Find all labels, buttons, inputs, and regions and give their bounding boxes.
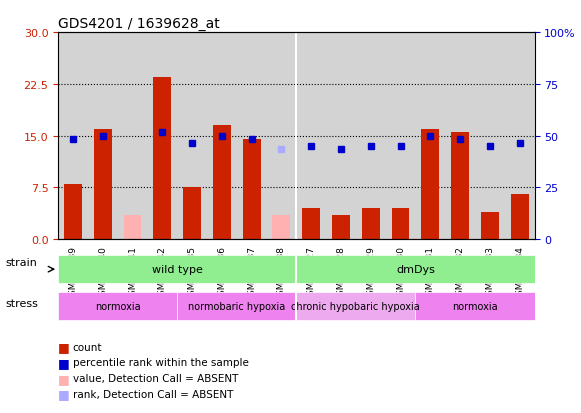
Bar	[362, 209, 379, 240]
Text: chronic hypobaric hypoxia: chronic hypobaric hypoxia	[292, 301, 420, 312]
FancyBboxPatch shape	[415, 293, 535, 320]
Bar	[183, 188, 201, 240]
Text: normoxia: normoxia	[452, 301, 498, 312]
Text: GDS4201 / 1639628_at: GDS4201 / 1639628_at	[58, 17, 220, 31]
FancyBboxPatch shape	[58, 256, 296, 283]
Bar	[237, 33, 267, 240]
Bar	[326, 33, 356, 240]
Text: value, Detection Call = ABSENT: value, Detection Call = ABSENT	[73, 373, 238, 383]
Bar	[451, 133, 469, 240]
Bar	[505, 33, 535, 240]
Text: strain: strain	[6, 257, 38, 267]
Bar	[421, 129, 439, 240]
Bar	[386, 33, 415, 240]
Text: ■: ■	[58, 372, 70, 385]
Bar	[415, 33, 445, 240]
Bar	[302, 209, 320, 240]
Text: stress: stress	[6, 299, 39, 309]
FancyBboxPatch shape	[296, 293, 415, 320]
Bar	[243, 140, 260, 240]
Bar	[117, 33, 148, 240]
Bar	[58, 33, 88, 240]
FancyBboxPatch shape	[58, 293, 177, 320]
Text: normoxia: normoxia	[95, 301, 141, 312]
Bar	[213, 126, 231, 240]
Bar	[267, 33, 296, 240]
Bar	[475, 33, 505, 240]
Bar	[148, 33, 177, 240]
Text: dmDys: dmDys	[396, 264, 435, 275]
Text: wild type: wild type	[152, 264, 203, 275]
Bar	[296, 33, 326, 240]
Bar	[511, 195, 529, 240]
Bar	[94, 129, 112, 240]
Bar	[177, 33, 207, 240]
Text: rank, Detection Call = ABSENT: rank, Detection Call = ABSENT	[73, 389, 233, 399]
Text: percentile rank within the sample: percentile rank within the sample	[73, 358, 249, 368]
Text: ■: ■	[58, 340, 70, 354]
Text: normobaric hypoxia: normobaric hypoxia	[188, 301, 285, 312]
FancyBboxPatch shape	[296, 256, 535, 283]
FancyBboxPatch shape	[177, 293, 296, 320]
Bar	[88, 33, 117, 240]
Bar	[124, 216, 141, 240]
Bar	[392, 209, 410, 240]
Bar	[153, 78, 171, 240]
Bar	[481, 212, 498, 240]
Bar	[332, 216, 350, 240]
Text: ■: ■	[58, 387, 70, 401]
Text: ■: ■	[58, 356, 70, 369]
Bar	[207, 33, 237, 240]
Bar	[445, 33, 475, 240]
Bar	[272, 216, 290, 240]
Bar	[64, 185, 82, 240]
Text: count: count	[73, 342, 102, 352]
Bar	[356, 33, 386, 240]
